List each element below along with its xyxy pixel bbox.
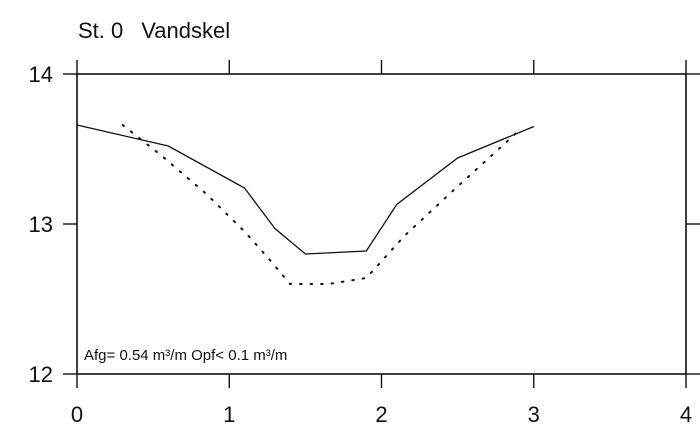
volume-annotation: Afg= 0.54 m³/m Opf< 0.1 m³/m	[84, 347, 287, 364]
dotted-profile-line	[121, 124, 520, 285]
x-tick-label: 2	[375, 402, 387, 427]
y-tick-label: 13	[29, 212, 53, 237]
y-tick-label: 12	[29, 362, 53, 387]
data-series	[76, 124, 535, 285]
axes-frame	[76, 73, 687, 375]
y-tick-label: 14	[29, 62, 53, 87]
x-tick-label: 3	[528, 402, 540, 427]
plot-frame	[76, 73, 687, 375]
x-tick-label: 4	[680, 402, 692, 427]
solid-profile-line	[76, 124, 535, 255]
x-tick-label: 1	[223, 402, 235, 427]
chart-title: St. 0 Vandskel	[78, 18, 248, 44]
station-label: St. 0	[78, 18, 124, 43]
x-tick-label: 0	[71, 402, 83, 427]
station-name: Vandskel	[141, 18, 231, 43]
